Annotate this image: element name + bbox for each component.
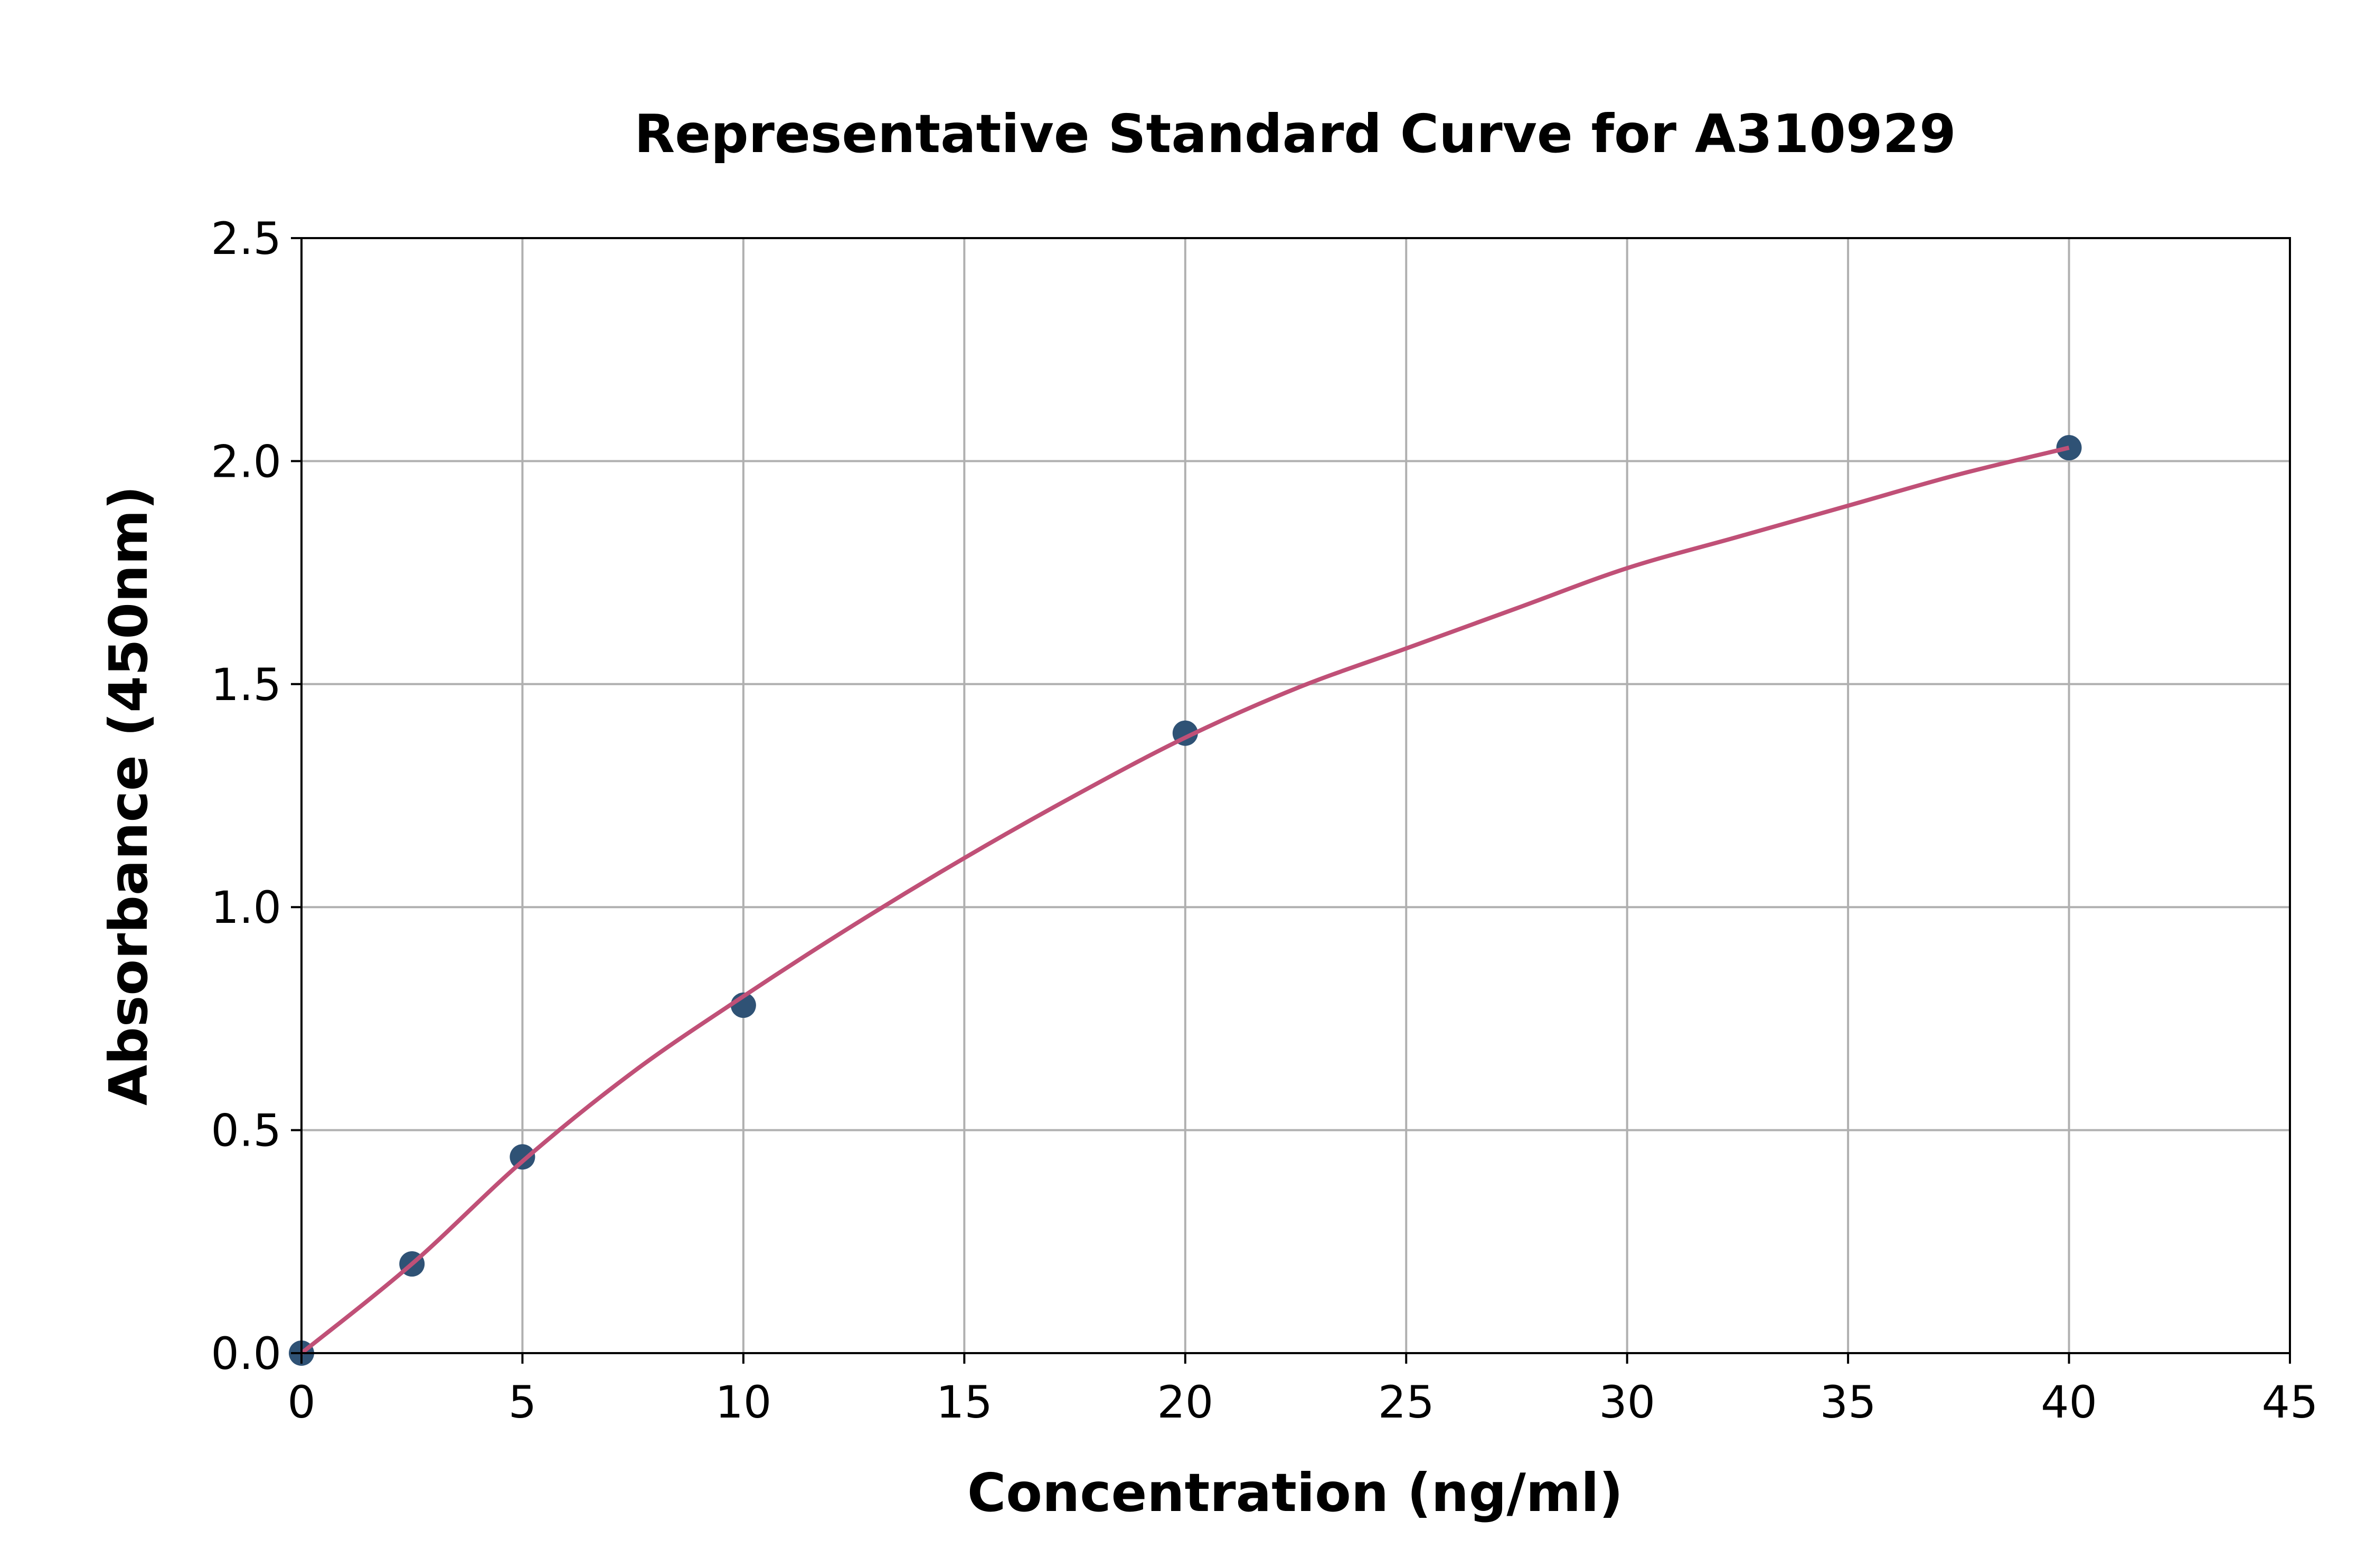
fit-curve-line — [300, 446, 2070, 1355]
x-tick-label: 20 — [1157, 1376, 1213, 1428]
y-tick-label: 2.0 — [211, 436, 281, 487]
data-point — [510, 1144, 535, 1170]
x-tick-label: 0 — [287, 1376, 315, 1428]
y-tick-label: 2.5 — [211, 213, 281, 265]
x-tick-label: 35 — [1820, 1376, 1877, 1428]
x-tick-label: 10 — [715, 1376, 771, 1428]
x-tick-label: 45 — [2262, 1376, 2318, 1428]
x-tick-label: 15 — [936, 1376, 993, 1428]
y-tick-label: 1.0 — [211, 882, 281, 933]
x-tick-label: 40 — [2041, 1376, 2097, 1428]
x-tick-label: 5 — [508, 1376, 536, 1428]
fit-curve-layer — [300, 446, 2070, 1355]
x-tick-label: 25 — [1378, 1376, 1435, 1428]
y-tick-label: 0.0 — [211, 1328, 281, 1380]
y-tick-label: 0.5 — [211, 1105, 281, 1157]
chart-title: Representative Standard Curve for A31092… — [634, 103, 1956, 165]
x-tick-label: 30 — [1599, 1376, 1655, 1428]
grid — [300, 237, 2291, 1354]
y-axis-label: Absorbance (450nm) — [98, 486, 159, 1106]
plot-frame — [300, 237, 2291, 1354]
ticks: 0 5 10 15 20 25 30 35 40 45 0.0 0.5 1.0 1.5 2.0 2.5 — [211, 213, 2318, 1428]
x-axis-label: Concentration (ng/ml) — [967, 1462, 1623, 1524]
y-tick-label: 1.5 — [211, 659, 281, 711]
